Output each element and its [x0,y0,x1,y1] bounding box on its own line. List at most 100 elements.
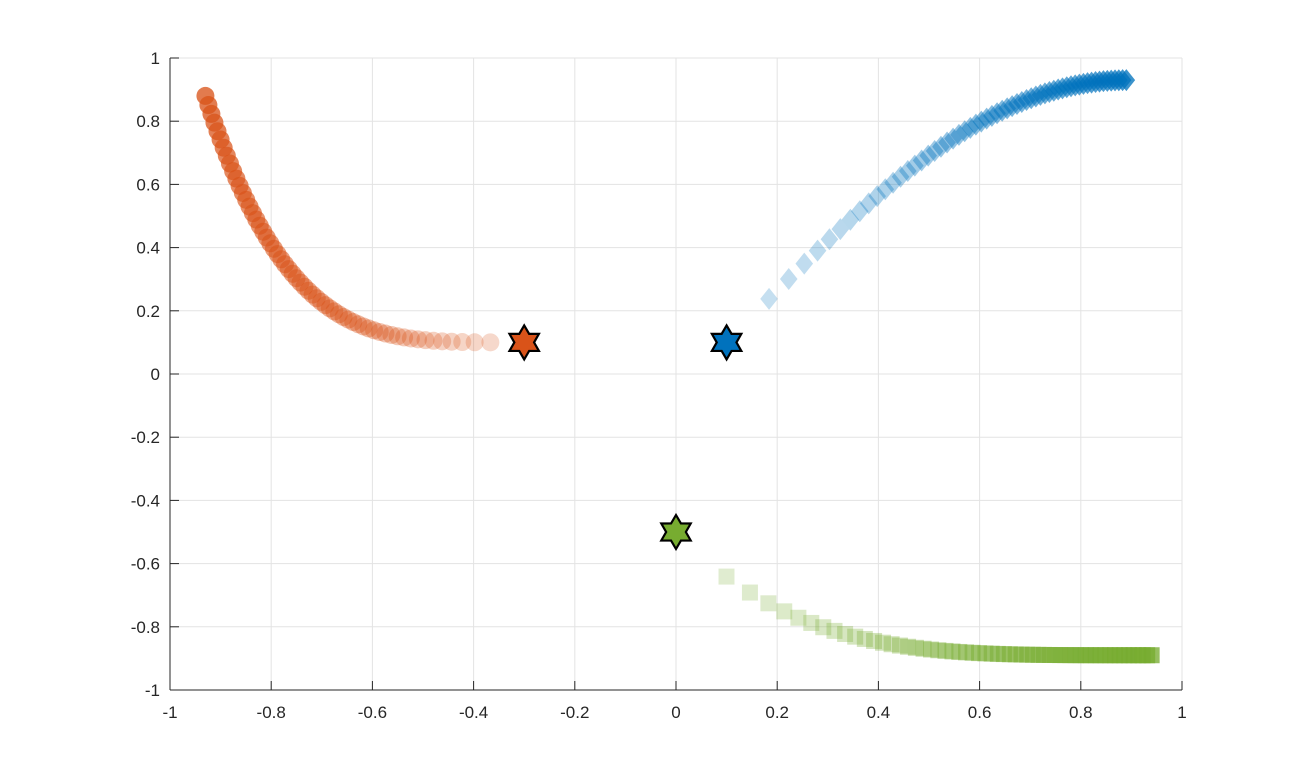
data-point [760,287,778,310]
data-point [790,609,807,626]
data-point [989,645,1006,662]
data-point [977,107,996,130]
data-point [883,636,900,653]
data-point [938,131,956,154]
data-point [831,218,850,241]
data-point [316,296,335,315]
data-point [971,645,988,662]
data-point [964,644,981,661]
data-point [906,154,924,177]
data-point [891,165,910,188]
tick-labels: -1 -0.8 -0.6 -0.4 -0.2 0 0.2 0.4 0.6 0.8 1 1 0.8 0.6 0… [131,49,1187,722]
data-point [961,116,980,139]
data-point [1143,647,1160,664]
data-point [395,328,414,347]
series-square [659,512,1160,664]
data-point [851,200,869,223]
data-point [334,308,353,327]
data-point [196,86,215,105]
data-point [967,113,985,136]
data-point [303,285,322,304]
data-point [899,160,917,183]
data-point [453,333,472,352]
data-marks [196,69,1160,664]
x-tick-label: 0.8 [1069,703,1093,722]
data-point [826,622,843,639]
series-diamond [709,69,1136,362]
data-point [820,228,839,251]
data-point [388,327,407,346]
data-point [859,192,878,215]
y-tick-label: -0.8 [131,618,160,637]
data-point [932,135,950,158]
data-point [433,332,452,351]
grid [169,57,1183,691]
data-point [983,104,1001,127]
x-tick-label: -0.6 [358,703,387,722]
y-tick-label: -0.4 [131,491,160,510]
data-point [776,603,793,620]
x-tick-label: -0.4 [459,703,488,722]
data-point [937,642,954,659]
data-point [408,330,427,349]
data-point [876,178,895,201]
data-point [312,292,331,311]
x-tick-label: 0.6 [968,703,992,722]
data-point [307,289,326,308]
y-tick-label: -0.6 [131,555,160,574]
y-tick-label: -0.2 [131,428,160,447]
data-point [983,645,1000,662]
data-point [958,644,975,661]
y-tick-label: 0.8 [136,112,160,131]
data-point [875,634,892,651]
data-point [919,144,938,167]
data-point [359,319,378,338]
axes [169,57,1183,691]
data-point [803,614,820,631]
data-point [718,568,735,585]
data-point [344,313,363,332]
data-point [900,638,917,655]
data-point [891,637,908,654]
data-point [349,315,368,334]
data-point [741,584,758,601]
data-point [339,310,358,329]
x-tick-label: -0.8 [257,703,286,722]
data-point [481,333,500,352]
data-point [442,332,461,351]
x-tick-label: 0 [671,703,680,722]
data-point [465,333,484,352]
data-point [354,317,373,336]
x-tick-label: -0.2 [560,703,589,722]
data-point [868,185,886,208]
data-point [365,321,384,340]
data-point [370,322,389,341]
start-hexagram-marker [507,323,541,362]
data-point [944,127,962,150]
data-point [856,630,873,647]
series-circle [196,86,541,362]
data-point [912,149,931,172]
data-point [951,643,968,660]
data-point [815,619,832,636]
y-tick-label: 0 [151,365,160,384]
data-point [795,252,814,275]
x-tick-label: 1 [1177,703,1186,722]
x-tick-label: -1 [162,703,177,722]
data-point [847,628,864,645]
start-hexagram-marker [659,512,693,552]
data-point [401,329,420,348]
data-point [925,140,944,163]
y-tick-label: -1 [145,681,160,700]
data-point [930,642,947,659]
data-point [779,267,798,290]
data-point [416,331,435,350]
data-point [977,645,994,662]
data-point [944,643,961,660]
start-hexagram-marker [709,323,744,362]
data-point [884,171,902,194]
data-point [955,120,974,143]
data-point [907,639,924,656]
y-tick-label: 0.2 [136,302,160,321]
